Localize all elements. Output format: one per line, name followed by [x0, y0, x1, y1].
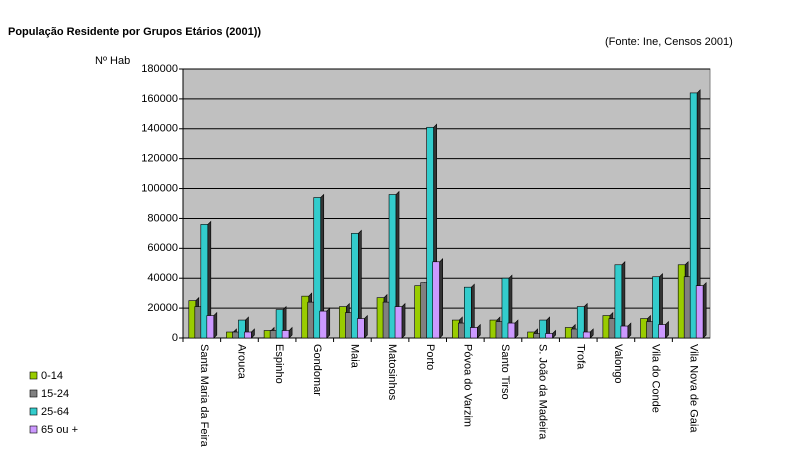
x-tick-label: Porto — [424, 344, 436, 370]
y-tick-label: 80000 — [147, 212, 178, 224]
chart-title: População Residente por Grupos Etários (… — [8, 26, 261, 38]
legend-label: 65 ou + — [41, 424, 78, 436]
bar-side — [326, 307, 331, 339]
legend-swatch — [29, 425, 38, 434]
bar — [244, 331, 252, 339]
x-tick-label: Vila Nova de Gaia — [687, 344, 699, 433]
legend-label: 15-24 — [41, 388, 69, 400]
bar — [319, 310, 328, 339]
bar — [507, 322, 516, 339]
bar-side — [665, 320, 669, 339]
x-tick-label: Arouca — [236, 344, 248, 380]
bar — [658, 324, 666, 339]
plot-area — [182, 68, 711, 339]
x-tick-label: Póvoa do Varzim — [461, 344, 473, 427]
bar — [545, 333, 553, 339]
bar — [695, 285, 704, 339]
x-tick-label: Valongo — [612, 344, 624, 384]
y-tick-label: 60000 — [147, 242, 178, 254]
y-tick-label: 160000 — [141, 93, 178, 105]
y-tick-label: 120000 — [141, 153, 178, 165]
bar — [432, 261, 440, 339]
bar-side — [702, 281, 707, 339]
legend-swatch — [29, 407, 38, 416]
x-tick-label: Maia — [348, 344, 360, 369]
x-tick-label: Santo Tirso — [499, 344, 511, 400]
legend-swatch — [29, 371, 38, 380]
bar-side — [514, 319, 519, 339]
bar-side — [589, 328, 594, 339]
y-axis-label: Nº Hab — [95, 55, 130, 67]
legend-swatch — [29, 389, 38, 398]
bar-side — [477, 323, 481, 339]
bar — [470, 327, 478, 339]
y-tick-label: 40000 — [147, 272, 178, 284]
bar-side — [288, 326, 293, 339]
x-tick-label: Trofa — [574, 344, 586, 370]
bar-side — [251, 328, 255, 339]
y-tick-label: 20000 — [147, 302, 178, 314]
bar — [357, 318, 365, 339]
bar-side — [401, 302, 406, 339]
bar — [394, 306, 403, 339]
y-tick-label: 140000 — [141, 123, 178, 135]
y-tick-label: 100000 — [141, 182, 178, 194]
bar-side — [439, 258, 443, 339]
y-tick-label: 180000 — [141, 63, 178, 75]
x-tick-label: Espinho — [273, 344, 285, 384]
bar — [206, 315, 215, 339]
bar-side — [364, 314, 368, 339]
bar-side — [213, 311, 218, 339]
x-tick-label: Vila do Conde — [650, 344, 662, 413]
chart-subtitle: (Fonte: Ine, Censos 2001) — [605, 36, 733, 48]
y-tick-label: 0 — [172, 332, 178, 344]
x-tick-label: Matosinhos — [386, 344, 398, 401]
legend-label: 25-64 — [41, 406, 69, 418]
x-tick-label: Gondomar — [311, 344, 323, 396]
bar — [582, 331, 591, 339]
x-tick-label: Santa Maria da Feira — [198, 344, 210, 448]
x-tick-label: S. João da Madeira — [537, 344, 549, 440]
bar — [281, 330, 290, 339]
bar-side — [627, 322, 632, 339]
bar — [620, 325, 629, 339]
bar-side — [552, 329, 556, 339]
legend-label: 0-14 — [41, 370, 63, 382]
